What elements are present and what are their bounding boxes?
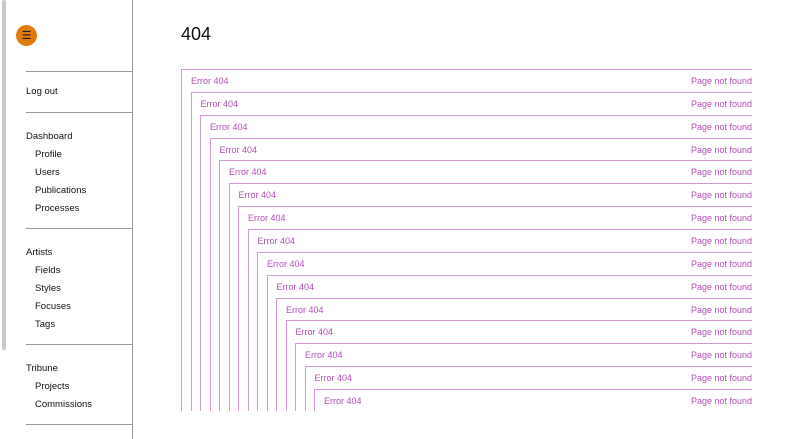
error-frame: Error 404 Page not found: [209, 137, 752, 411]
nav-projects[interactable]: Projects: [35, 381, 70, 392]
error-frame: Error 404 Page not found: [190, 91, 752, 411]
nav-users[interactable]: Users: [35, 167, 60, 178]
error-frame: Error 404 Page not found: [285, 320, 752, 411]
error-label: Error 404: [324, 395, 362, 406]
error-message: Page not found: [690, 373, 752, 384]
hamburger-icon: ☰: [21, 30, 32, 42]
error-label: Error 404: [276, 281, 315, 292]
nav-focuses[interactable]: Focuses: [35, 301, 71, 312]
error-frame: Error 404 Page not found: [257, 251, 752, 411]
divider: [26, 112, 133, 113]
error-frame: Error 404 Page not found: [314, 388, 752, 411]
divider: [26, 344, 133, 345]
error-label: Error 404: [210, 121, 248, 132]
error-message: Page not found: [690, 98, 752, 109]
nav-publications[interactable]: Publications: [35, 185, 87, 196]
nav-fields[interactable]: Fields: [35, 265, 61, 276]
error-message: Page not found: [690, 213, 752, 224]
error-message: Page not found: [690, 121, 752, 132]
nav-processes[interactable]: Processes: [35, 203, 80, 214]
error-message: Page not found: [690, 144, 752, 155]
divider: [26, 424, 133, 425]
scrollbar[interactable]: [2, 0, 6, 350]
error-label: Error 404: [305, 350, 343, 361]
error-label: Error 404: [267, 258, 305, 269]
nav-tribune[interactable]: Tribune: [26, 363, 58, 374]
error-label: Error 404: [286, 304, 324, 315]
logout-link[interactable]: Log out: [26, 86, 58, 97]
error-frame: Error 404 Page not found: [276, 297, 752, 411]
error-message: Page not found: [690, 304, 752, 315]
error-message: Page not found: [690, 235, 752, 246]
error-label: Error 404: [238, 190, 277, 201]
divider: [26, 228, 133, 229]
error-frame: Error 404 Page not found: [266, 274, 752, 411]
sidebar: ☰ Log out Dashboard Profile Users Public…: [0, 0, 133, 439]
error-message: Page not found: [690, 76, 752, 86]
error-message: Page not found: [690, 258, 752, 269]
error-label: Error 404: [257, 235, 296, 246]
error-label: Error 404: [229, 167, 267, 178]
error-label: Error 404: [200, 98, 239, 109]
error-label: Error 404: [295, 327, 334, 338]
divider: [26, 71, 133, 72]
nav-artists[interactable]: Artists: [26, 247, 53, 258]
error-frame: Error 404 Page not found: [219, 160, 752, 411]
page-title: 404: [181, 24, 212, 44]
error-message: Page not found: [690, 190, 752, 201]
error-label: Error 404: [191, 76, 229, 86]
nav-tags[interactable]: Tags: [35, 319, 56, 330]
nav-styles[interactable]: Styles: [35, 283, 61, 294]
error-frames: Error 404 Page not found Error 404 Page not…: [181, 69, 752, 411]
error-frame: Error 404 Page not found: [295, 343, 752, 411]
error-label: Error 404: [248, 213, 286, 224]
error-message: Page not found: [690, 395, 752, 406]
nav-commissions[interactable]: Commissions: [35, 399, 93, 410]
error-frame: Error 404 Page not found: [247, 228, 752, 411]
error-frame: Error 404 Page not found: [228, 183, 752, 411]
error-label: Error 404: [219, 144, 258, 155]
error-frame: Error 404 Page not found: [304, 366, 752, 411]
error-frame: Error 404 Page not found: [238, 206, 752, 411]
error-frame: Error 404 Page not found: [200, 114, 752, 411]
error-message: Page not found: [690, 350, 752, 361]
menu-button[interactable]: ☰: [16, 25, 37, 46]
error-message: Page not found: [690, 327, 752, 338]
error-label: Error 404: [314, 373, 353, 384]
error-message: Page not found: [690, 281, 752, 292]
error-frame: Error 404 Page not found: [181, 69, 752, 411]
nav-dashboard[interactable]: Dashboard: [26, 131, 73, 142]
nav-profile[interactable]: Profile: [35, 149, 62, 160]
error-message: Page not found: [690, 167, 752, 178]
